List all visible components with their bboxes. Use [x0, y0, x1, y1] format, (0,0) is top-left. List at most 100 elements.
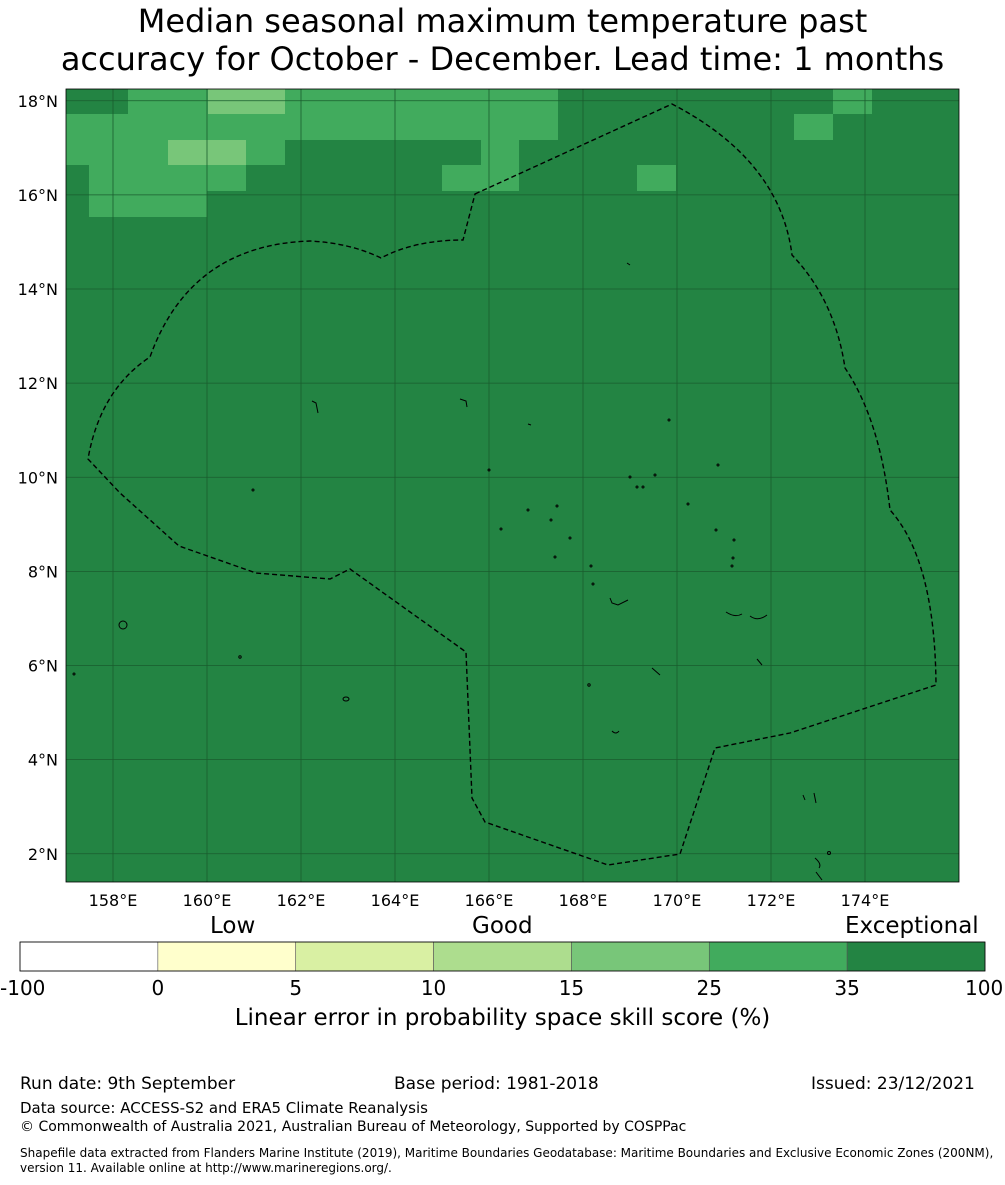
lat-tick-label: 2°N — [28, 845, 58, 864]
lon-tick-label: 158°E — [89, 891, 138, 910]
island — [72, 672, 76, 676]
island — [802, 792, 817, 804]
skill-cell — [285, 89, 558, 114]
lon-tick-label: 160°E — [183, 891, 232, 910]
skill-cell — [89, 165, 246, 191]
island — [815, 871, 823, 881]
island — [635, 485, 639, 489]
island — [553, 555, 557, 559]
colorbar-tick-label: 100 — [965, 976, 1004, 1000]
skill-cell — [89, 191, 207, 217]
map-background — [66, 89, 959, 882]
island — [555, 504, 559, 508]
colorbar — [19, 941, 986, 972]
issued-date: Issued: 23/12/2021 — [811, 1074, 975, 1094]
island — [731, 556, 735, 560]
island — [756, 658, 763, 666]
colorbar-category-exceptional: Exceptional — [845, 913, 979, 939]
island — [626, 262, 631, 266]
lon-tick-label: 172°E — [747, 891, 796, 910]
island — [714, 528, 718, 532]
colorbar-tick-label: -100 — [0, 976, 46, 1000]
lon-tick-label: 162°E — [277, 891, 326, 910]
lon-tick-label: 168°E — [559, 891, 608, 910]
island — [487, 468, 491, 472]
skill-cell — [66, 114, 558, 140]
island — [827, 851, 831, 855]
island — [651, 667, 661, 676]
island — [716, 463, 720, 467]
colorbar-label: Linear error in probability space skill … — [234, 1005, 771, 1031]
base-period: Base period: 1981-2018 — [394, 1074, 599, 1094]
island — [628, 475, 632, 479]
island — [251, 488, 255, 492]
island — [342, 696, 350, 702]
skill-cell — [128, 89, 208, 114]
lat-axis: 18°N 16°N 14°N 12°N 10°N 8°N 6°N 4°N 2°N — [18, 92, 58, 864]
island — [730, 564, 734, 568]
island — [732, 538, 736, 542]
island — [725, 611, 743, 617]
colorbar-tick-label: 35 — [834, 976, 860, 1000]
island — [749, 614, 768, 620]
islands — [72, 262, 831, 881]
colorbar-tick-label: 0 — [151, 976, 165, 1000]
skill-cell — [637, 165, 676, 191]
chart-title: Median seasonal maximum temperature past… — [0, 2, 1005, 78]
island — [611, 730, 620, 734]
lat-tick-label: 10°N — [18, 468, 58, 487]
colorbar-tick-label: 25 — [696, 976, 723, 1000]
colorbar-swatch — [19, 941, 159, 972]
lon-tick-label: 164°E — [371, 891, 420, 910]
eez-boundary — [87, 103, 937, 866]
colorbar-tick-label: 10 — [420, 976, 447, 1000]
colorbar-tick-label: 15 — [558, 976, 585, 1000]
skill-cell — [833, 89, 872, 114]
lat-tick-label: 18°N — [18, 92, 58, 111]
lat-tick-label: 14°N — [18, 280, 58, 299]
island — [499, 527, 503, 531]
lat-tick-label: 16°N — [18, 186, 58, 205]
colorbar-swatch — [708, 941, 848, 972]
island — [641, 485, 645, 489]
island — [118, 620, 128, 630]
title-line-1: Median seasonal maximum temperature past — [137, 2, 868, 40]
lat-tick-label: 12°N — [18, 374, 58, 393]
island — [526, 508, 530, 512]
island — [238, 655, 242, 659]
colorbar-category-low: Low — [210, 913, 256, 939]
title-line-2: accuracy for October - December. Lead ti… — [60, 40, 945, 78]
island — [527, 423, 532, 426]
copyright: © Commonwealth of Australia 2021, Austra… — [20, 1119, 687, 1135]
skill-cell — [481, 140, 519, 165]
island — [549, 518, 553, 522]
island — [568, 536, 572, 540]
skill-cell — [66, 140, 168, 165]
map-frame — [65, 88, 960, 883]
lat-tick-label: 8°N — [28, 562, 58, 581]
lat-tick-label: 4°N — [28, 751, 58, 770]
colorbar-swatch — [846, 941, 986, 972]
lat-tick-label: 6°N — [28, 657, 58, 676]
island — [814, 857, 821, 869]
colorbar-swatch — [433, 941, 572, 972]
island — [587, 683, 591, 687]
colorbar-frame — [19, 941, 986, 972]
skill-cells — [66, 89, 872, 217]
island — [653, 473, 657, 477]
island — [609, 597, 629, 606]
island — [589, 564, 593, 568]
colorbar-swatch — [571, 941, 710, 972]
island — [591, 582, 595, 586]
colorbar-tick-label: 5 — [289, 976, 303, 1000]
lon-axis: 158°E 160°E 162°E 164°E 166°E 168°E 170°E 172°E… — [89, 891, 890, 910]
colorbar-category-good: Good — [472, 913, 533, 939]
island — [459, 398, 468, 408]
island — [686, 502, 690, 506]
skill-cell — [794, 114, 833, 140]
skill-cell — [442, 165, 519, 191]
island — [667, 418, 671, 422]
skill-cell — [246, 140, 285, 165]
skill-cell — [208, 89, 285, 114]
